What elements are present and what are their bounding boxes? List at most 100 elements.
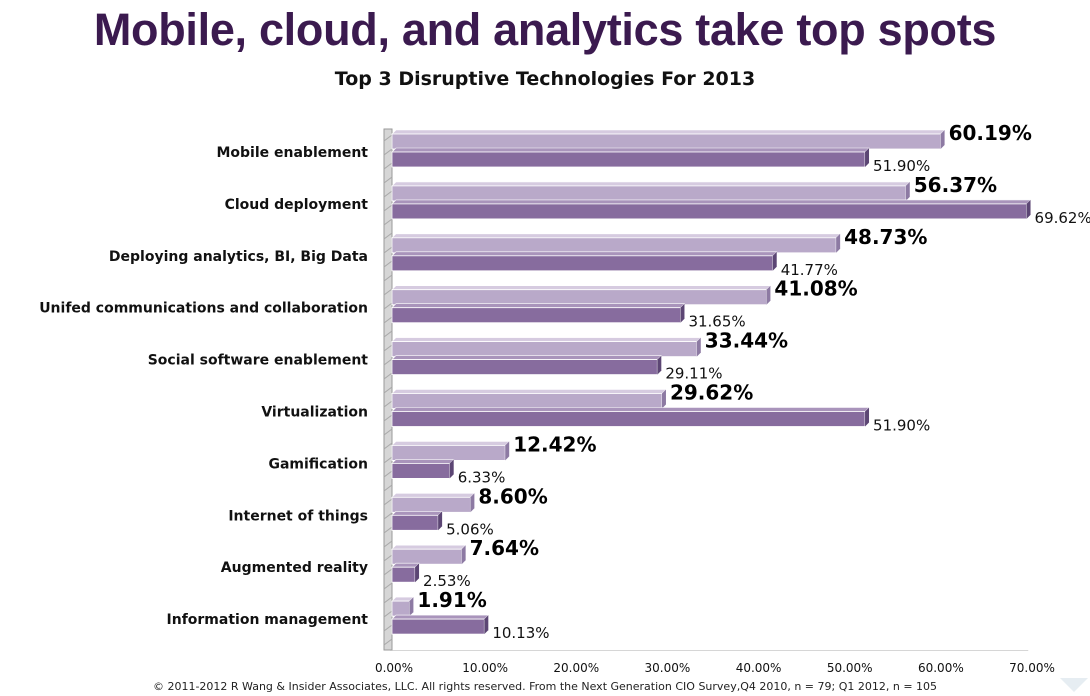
bar-q4-2010 — [391, 147, 870, 168]
axis-wall-hatch — [383, 456, 393, 464]
bar-q4-2010 — [391, 562, 420, 583]
bar-side-face — [505, 441, 510, 461]
data-label: 51.90% — [873, 157, 930, 175]
category-label: Augmented reality — [221, 560, 368, 576]
axis-wall-hatch — [383, 372, 393, 380]
bar-front-face — [391, 237, 837, 254]
category-label: Gamification — [268, 456, 368, 472]
chart-title: Top 3 Disruptive Technologies For 2013 — [334, 68, 756, 90]
bar-front-face — [391, 185, 907, 202]
category-label: Virtualization — [261, 405, 368, 421]
category-label: Deploying analytics, BI, Big Data — [109, 249, 368, 265]
bar-side-face — [940, 130, 945, 149]
category-label: Social software enablement — [148, 353, 369, 369]
bar-q1-2012 — [391, 441, 510, 461]
watermark-chevron-icon — [1060, 678, 1088, 692]
x-axis-ticks: 0.00% 10.00% 20.00% 30.00% 40.00% 50.00% 60.00… — [375, 661, 1055, 675]
bar-side-face — [766, 285, 771, 305]
bar-top-face — [391, 492, 476, 498]
category-label: Unifed communications and collaboration — [39, 301, 368, 317]
bar-q4-2010 — [391, 614, 490, 635]
data-label: 2.53% — [423, 572, 471, 590]
bar-side-face — [865, 407, 870, 427]
bar-top-face — [391, 389, 667, 394]
category-labels: Mobile enablement Cloud deployment Deployi… — [39, 145, 368, 628]
axis-wall-hatch — [383, 386, 393, 394]
bar-side-face — [415, 563, 420, 583]
bar-side-face — [905, 181, 910, 201]
bar-front-face — [391, 307, 681, 324]
axis-wall-hatch — [383, 554, 393, 562]
bar-top-face — [391, 285, 772, 291]
bar-q1-2012 — [391, 544, 467, 565]
bar-side-face — [657, 355, 662, 375]
axis-wall-hatch — [383, 176, 393, 184]
axis-wall-hatch — [383, 288, 393, 296]
bar-q4-2010 — [391, 407, 870, 427]
bar-q1-2012 — [391, 181, 911, 202]
bar-q1-2012 — [391, 389, 667, 409]
axis-wall-hatch — [383, 134, 393, 142]
bar-front-face — [391, 600, 410, 617]
data-label: 10.13% — [492, 624, 549, 642]
bar-top-face — [391, 129, 946, 135]
bar-q1-2012 — [391, 285, 772, 306]
data-label: 29.11% — [665, 365, 722, 383]
bar-front-face — [391, 393, 663, 409]
bar-front-face — [391, 341, 698, 358]
axis-wall-hatch — [383, 232, 393, 240]
bar-front-face — [391, 151, 866, 168]
category-label: Internet of things — [228, 508, 368, 524]
axis-wall-hatch — [383, 442, 393, 450]
bar-q1-2012 — [391, 596, 415, 617]
x-tick-label: 30.00% — [645, 661, 691, 675]
axis-wall-hatch — [383, 274, 393, 282]
bar-top-face — [391, 147, 870, 153]
axis-wall-hatch — [383, 596, 393, 604]
bar-top-face — [391, 562, 420, 568]
data-label: 41.77% — [781, 261, 838, 279]
bar-q1-2012 — [391, 129, 946, 150]
axis-wall-hatch — [383, 400, 393, 408]
data-label: 6.33% — [458, 468, 506, 486]
axis-wall-hatch — [383, 624, 393, 632]
bar-top-face — [391, 181, 911, 187]
bar-q4-2010 — [391, 459, 455, 479]
axis-wall-hatch — [383, 148, 393, 156]
axis-wall-hatch — [383, 190, 393, 198]
axis-wall-hatch — [383, 638, 393, 646]
bar-q4-2010 — [391, 303, 686, 324]
axis-wall-hatch — [383, 512, 393, 520]
bar-top-face — [391, 199, 1032, 205]
axis-wall-hatch — [383, 582, 393, 590]
data-label: 29.62% — [670, 381, 753, 405]
bar-front-face — [391, 462, 451, 479]
data-label: 51.90% — [873, 417, 930, 435]
x-tick-label: 50.00% — [827, 661, 873, 675]
axis-wall-hatch — [383, 344, 393, 352]
bar-side-face — [438, 511, 443, 531]
data-label: 60.19% — [949, 121, 1032, 145]
bar-q1-2012 — [391, 492, 476, 513]
data-labels: 60.19%51.90%56.37%69.62%48.73%41.77%41.0… — [417, 121, 1090, 642]
bar-side-face — [484, 615, 489, 635]
copyright-footer: © 2011-2012 R Wang & Insider Associates,… — [152, 680, 938, 693]
bar-side-face — [470, 493, 475, 513]
bar-top-face — [391, 355, 663, 360]
data-label: 31.65% — [688, 313, 745, 331]
x-tick-label: 0.00% — [375, 661, 413, 675]
bar-side-face — [836, 233, 841, 253]
bar-front-face — [391, 566, 416, 583]
bar-top-face — [391, 337, 702, 342]
page-title: Mobile, cloud, and analytics take top sp… — [93, 4, 997, 55]
axis-wall-hatch — [383, 330, 393, 338]
axis-wall-hatch — [383, 204, 393, 212]
bar-q1-2012 — [391, 233, 841, 254]
bar-side-face — [461, 545, 466, 565]
axis-wall-hatch — [383, 484, 393, 492]
axis-wall-hatch — [383, 470, 393, 478]
axis-wall-hatch — [383, 218, 393, 226]
x-tick-label: 20.00% — [553, 661, 599, 675]
bar-top-face — [391, 459, 455, 464]
